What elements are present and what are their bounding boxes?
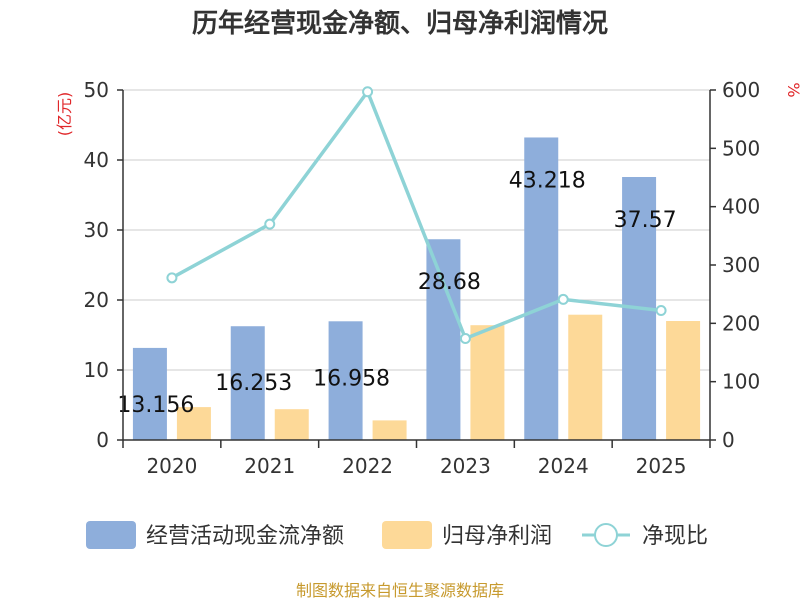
legend-label-ratio: 净现比 (642, 524, 708, 549)
bar-net-profit (666, 321, 701, 440)
legend-label-cashflow: 经营活动现金流净额 (146, 524, 344, 549)
ratio-line (166, 86, 667, 344)
bar-net-profit (470, 325, 505, 440)
bar-value-label: 13.156 (117, 393, 194, 418)
right-tick-label: 200 (722, 311, 760, 335)
ratio-point (557, 293, 569, 305)
grid-lines (123, 89, 710, 371)
ratio-point (362, 86, 374, 98)
left-tick-label: 10 (84, 358, 109, 382)
legend-marker-ratio (594, 523, 618, 547)
left-tick-label: 50 (84, 78, 109, 102)
x-tick-label: 2025 (636, 454, 687, 478)
bar-cashflow (132, 347, 167, 440)
data-labels: 13.156 16.253 16.958 28.68 43.218 37.57 (117, 168, 676, 417)
legend-swatch-cashflow (86, 521, 136, 549)
right-tick-label: 600 (722, 78, 760, 102)
ratio-point (655, 305, 667, 316)
legend-label-net-profit: 归母净利润 (442, 524, 552, 549)
chart-title: 历年经营现金净额、归母净利润情况 (192, 8, 608, 39)
left-tick-label: 30 (84, 218, 109, 242)
ratio-point (459, 333, 471, 344)
bar-net-profit (176, 407, 211, 440)
right-tick-label: 500 (722, 136, 760, 160)
bar-value-label: 37.57 (614, 208, 677, 233)
right-tick-label: 300 (722, 253, 760, 277)
bar-net-profit (274, 409, 309, 440)
left-tick-label: 40 (84, 148, 109, 172)
ratio-point (264, 218, 276, 230)
bar-net-profit (372, 420, 407, 440)
legend-swatch-net-profit (382, 521, 432, 549)
right-tick-label: 400 (722, 195, 760, 219)
bar-net-profit (568, 314, 603, 440)
right-tick-label: 100 (722, 370, 760, 394)
bar-value-label: 43.218 (509, 168, 586, 193)
ratio-line-path (171, 88, 662, 341)
bar-value-label: 16.253 (215, 371, 292, 396)
bar-cashflow (328, 321, 363, 440)
bar-cashflow (524, 137, 559, 440)
ratio-point (166, 272, 178, 284)
bar-cashflow (426, 239, 461, 440)
right-tick-label: 0 (722, 428, 735, 452)
bar-cashflow (230, 326, 265, 440)
x-tick-label: 2020 (146, 454, 197, 478)
left-tick-label: 0 (96, 428, 109, 452)
source-text: 制图数据来自恒生聚源数据库 (296, 581, 504, 600)
left-tick-label: 20 (84, 288, 109, 312)
bar-value-label: 28.68 (418, 270, 481, 295)
bar-value-label: 16.958 (313, 366, 390, 391)
legend: 经营活动现金流净额 归母净利润 净现比 (86, 521, 708, 549)
left-axis-unit: (亿元) (55, 92, 74, 137)
x-tick-label: 2023 (440, 454, 491, 478)
right-axis-unit: % (784, 82, 800, 97)
bars (132, 137, 701, 440)
x-tick-label: 2022 (342, 454, 393, 478)
x-tick-label: 2024 (538, 454, 589, 478)
x-tick-label: 2021 (244, 454, 295, 478)
